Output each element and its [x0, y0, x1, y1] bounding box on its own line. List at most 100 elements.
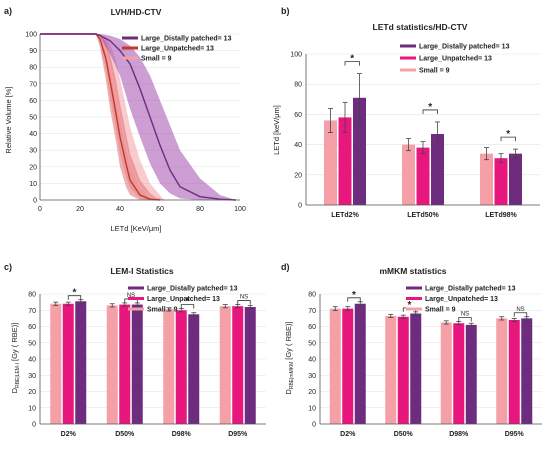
- panel-a-band-small: [40, 34, 164, 200]
- bar-patched: [354, 303, 366, 424]
- bar-unpatched: [62, 303, 74, 424]
- panel-a: a) LVH/HD-CTV Relative Volume [%] LETd […: [4, 6, 246, 233]
- xtick: D95%: [505, 431, 525, 438]
- panel-a-line-unpatched: [40, 33, 161, 201]
- panel-b-letter: b): [281, 6, 290, 16]
- panel-a-xtick: 80: [196, 206, 204, 213]
- ytick: 20: [28, 389, 36, 396]
- panel-d: d) mMKM statistics DRBE|mMKM[Gy ( RBE)] …: [281, 262, 542, 438]
- ytick: 20: [294, 172, 302, 179]
- ytick: 0: [32, 422, 36, 429]
- legend-label: Large_Distally patched= 13: [147, 286, 238, 293]
- panel-b: b) LETd statistics/HD-CTV LETd [keV/μm] …: [272, 6, 540, 219]
- bar-small: [219, 306, 231, 424]
- ytick: 80: [28, 292, 36, 299]
- significance-bracket: [422, 109, 438, 114]
- significance-bracket: [513, 312, 528, 317]
- bar-small: [324, 120, 337, 205]
- panel-a-ytick: 0: [33, 198, 37, 205]
- panel-a-xtick: 20: [76, 206, 84, 213]
- panel-c-plot: 0 10 20 30 40 50 60 70 80 * D2% NS D50% * D98% NS D95% La…: [28, 286, 266, 438]
- panel-a-xlabel: LETd [KeV/μm]: [110, 224, 161, 233]
- panel-a-legend-label: Large_Unpatched= 13: [141, 46, 214, 53]
- panel-a-band-patched: [40, 34, 236, 200]
- bar-unpatched: [175, 310, 187, 424]
- significance-label: *: [506, 129, 510, 140]
- xtick: D98%: [172, 431, 192, 438]
- bar-patched: [244, 307, 256, 424]
- panel-d-plot: 0 10 20 30 40 50 60 70 80 * D2% * D50% NS D98% NS D95% La…: [308, 286, 542, 438]
- ytick: 40: [308, 357, 316, 364]
- panel-a-ticks: 0 10 20 30 40 50 60 70 80 90 100 0 20 40 60 80 100: [25, 32, 246, 214]
- xtick: D98%: [449, 431, 469, 438]
- ytick: 30: [28, 373, 36, 380]
- xtick: D2%: [340, 431, 356, 438]
- significance-bracket: [237, 300, 251, 305]
- significance-bracket: [344, 61, 360, 66]
- panel-c-letter: c): [4, 262, 12, 272]
- panel-a-title: LVH/HD-CTV: [111, 7, 162, 17]
- panel-b-ylabel: LETd [keV/μm]: [272, 105, 281, 155]
- ytick: 80: [294, 82, 302, 89]
- panel-c-ylabel-tail: [Gy ( RBE)]: [10, 323, 19, 361]
- ytick: 10: [308, 405, 316, 412]
- bar-patched: [431, 134, 444, 205]
- bar-small: [106, 305, 118, 424]
- legend-label: Large_Distally patched= 13: [425, 286, 516, 293]
- ytick: 30: [308, 373, 316, 380]
- significance-bracket: [67, 295, 82, 300]
- significance-label: NS: [461, 312, 469, 318]
- bar-patched: [75, 301, 87, 424]
- xtick: D50%: [115, 431, 135, 438]
- bar-patched: [465, 324, 477, 424]
- panel-a-xtick: 0: [38, 206, 42, 213]
- significance-label: *: [352, 290, 356, 301]
- bar-patched: [353, 97, 366, 205]
- bar-unpatched: [232, 306, 244, 424]
- significance-bracket: [458, 317, 472, 322]
- bar-small: [329, 308, 341, 424]
- ytick: 20: [308, 389, 316, 396]
- ytick: 50: [28, 340, 36, 347]
- ytick: 60: [28, 324, 36, 331]
- ytick: 60: [308, 324, 316, 331]
- panel-a-ytick: 50: [29, 115, 37, 122]
- significance-bracket: [347, 297, 361, 302]
- bar-unpatched: [453, 323, 465, 424]
- legend-label: Large_Unpatched= 13: [147, 296, 220, 303]
- panel-a-legend-label: Small = 9: [141, 56, 172, 63]
- panel-a-letter: a): [4, 6, 12, 16]
- ytick: 10: [28, 405, 36, 412]
- bar-small: [496, 318, 508, 424]
- panel-a-line-small: [40, 33, 165, 201]
- significance-label: *: [428, 102, 432, 113]
- panel-a-band-unpatched: [40, 34, 160, 200]
- xtick: D95%: [228, 431, 248, 438]
- ytick: 80: [308, 292, 316, 299]
- panel-d-ylabel-sub: RBE|mMKM: [289, 362, 295, 389]
- panel-c-title: LEM-I Statistics: [110, 266, 174, 276]
- bar-small: [480, 153, 493, 205]
- xtick: D2%: [61, 431, 77, 438]
- ytick: 60: [294, 112, 302, 119]
- ytick: 0: [312, 422, 316, 429]
- panel-b-plot: 0 20 40 60 80 100 * LETd2% * LETd50% * LETd98% Large…: [290, 44, 540, 219]
- ytick: 0: [298, 203, 302, 210]
- legend-label: Small = 9: [425, 307, 456, 314]
- panel-c-ylabel-main: D: [10, 387, 19, 393]
- panel-a-xtick: 60: [156, 206, 164, 213]
- panel-a-ytick: 70: [29, 81, 37, 88]
- panel-a-ylabel: Relative Volume [%]: [4, 86, 13, 153]
- panel-a-bands: [40, 34, 236, 200]
- bar-patched: [188, 314, 200, 424]
- bar-patched: [509, 153, 522, 205]
- panel-a-ytick: 90: [29, 48, 37, 55]
- panel-a-ytick: 60: [29, 98, 37, 105]
- ytick: 100: [290, 52, 302, 59]
- legend-label: Large_Distally patched= 13: [419, 44, 510, 51]
- ytick: 70: [308, 308, 316, 315]
- panel-c-ylabel-sub: RBE|LEM-I: [15, 363, 21, 388]
- significance-label: *: [186, 297, 190, 308]
- xtick: D50%: [394, 431, 414, 438]
